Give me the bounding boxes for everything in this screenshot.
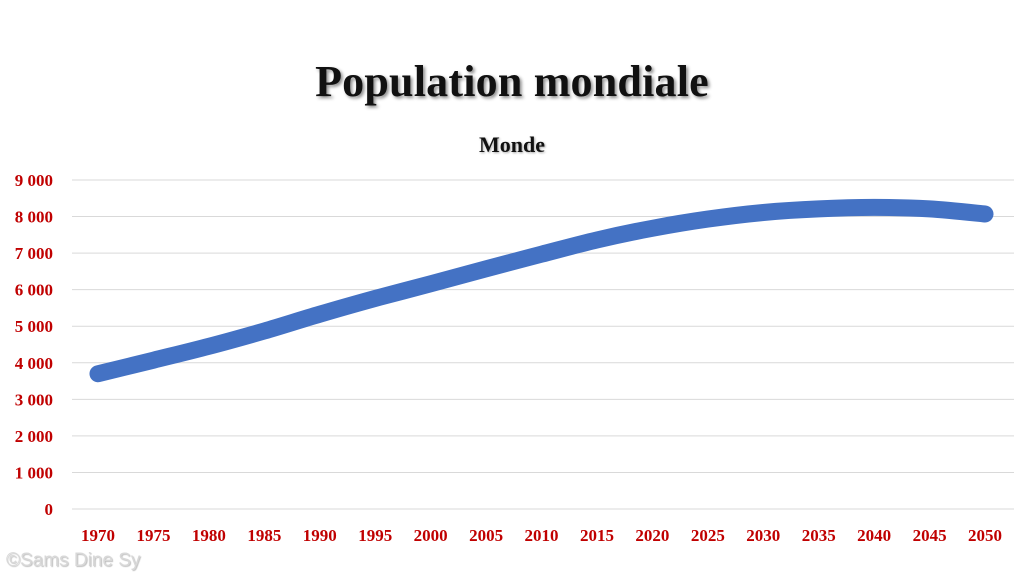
y-axis-ticks: 0 1 000 2 000 3 000 4 000 5 000 6 000 7 000 8 00… bbox=[15, 171, 53, 519]
series-line bbox=[89, 198, 994, 383]
y-tick-label: 6 000 bbox=[15, 281, 53, 300]
y-tick-label: 9 000 bbox=[15, 171, 53, 190]
data-point bbox=[762, 212, 764, 214]
y-tick-label: 4 000 bbox=[15, 354, 53, 373]
page-title: Population mondiale bbox=[315, 57, 709, 106]
data-point bbox=[152, 359, 154, 361]
data-point bbox=[707, 218, 709, 220]
y-tick-label: 5 000 bbox=[15, 317, 53, 336]
x-tick-label: 2030 bbox=[746, 526, 780, 545]
data-point bbox=[873, 206, 875, 208]
data-point bbox=[929, 208, 931, 210]
x-tick-label: 2000 bbox=[414, 526, 448, 545]
y-tick-label: 2 000 bbox=[15, 427, 53, 446]
data-point bbox=[818, 208, 820, 210]
data-point bbox=[485, 268, 487, 270]
x-tick-label: 2020 bbox=[635, 526, 669, 545]
y-tick-label: 7 000 bbox=[15, 244, 53, 263]
x-tick-label: 1995 bbox=[358, 526, 392, 545]
x-tick-label: 2025 bbox=[691, 526, 725, 545]
x-axis-ticks: 1970 1975 1980 1985 1990 1995 2000 2005 2010 2015… bbox=[81, 526, 1002, 545]
x-tick-label: 2040 bbox=[857, 526, 891, 545]
x-tick-label: 2015 bbox=[580, 526, 614, 545]
data-point bbox=[208, 345, 210, 347]
data-point bbox=[319, 313, 321, 315]
x-tick-label: 1990 bbox=[303, 526, 337, 545]
data-point bbox=[596, 239, 598, 241]
series-layer bbox=[89, 198, 994, 383]
x-tick-label: 1980 bbox=[192, 526, 226, 545]
data-point bbox=[984, 213, 986, 215]
x-tick-label: 2045 bbox=[913, 526, 947, 545]
x-tick-label: 2050 bbox=[968, 526, 1002, 545]
y-tick-label: 3 000 bbox=[15, 390, 53, 409]
data-point bbox=[651, 227, 653, 229]
y-tick-label: 0 bbox=[45, 500, 54, 519]
data-point bbox=[263, 330, 265, 332]
data-point bbox=[541, 253, 542, 255]
data-point bbox=[374, 297, 376, 299]
x-tick-label: 1975 bbox=[136, 526, 170, 545]
copyright-watermark: ©Sams Dine Sy bbox=[6, 550, 141, 571]
x-tick-label: 2010 bbox=[525, 526, 559, 545]
x-tick-label: 2005 bbox=[469, 526, 503, 545]
data-point bbox=[430, 283, 432, 285]
y-tick-label: 1 000 bbox=[15, 463, 53, 482]
x-tick-label: 1970 bbox=[81, 526, 115, 545]
x-tick-label: 1985 bbox=[247, 526, 281, 545]
y-tick-label: 8 000 bbox=[15, 208, 53, 227]
chart-subtitle: Monde bbox=[479, 132, 545, 157]
x-tick-label: 2035 bbox=[802, 526, 836, 545]
data-point bbox=[97, 373, 99, 375]
